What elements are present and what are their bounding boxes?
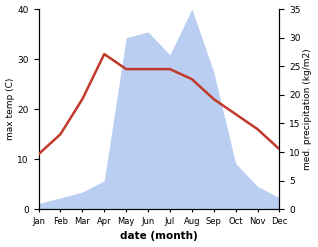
Y-axis label: max temp (C): max temp (C) [5, 78, 15, 140]
X-axis label: date (month): date (month) [120, 231, 198, 242]
Y-axis label: med. precipitation (kg/m2): med. precipitation (kg/m2) [303, 48, 313, 170]
